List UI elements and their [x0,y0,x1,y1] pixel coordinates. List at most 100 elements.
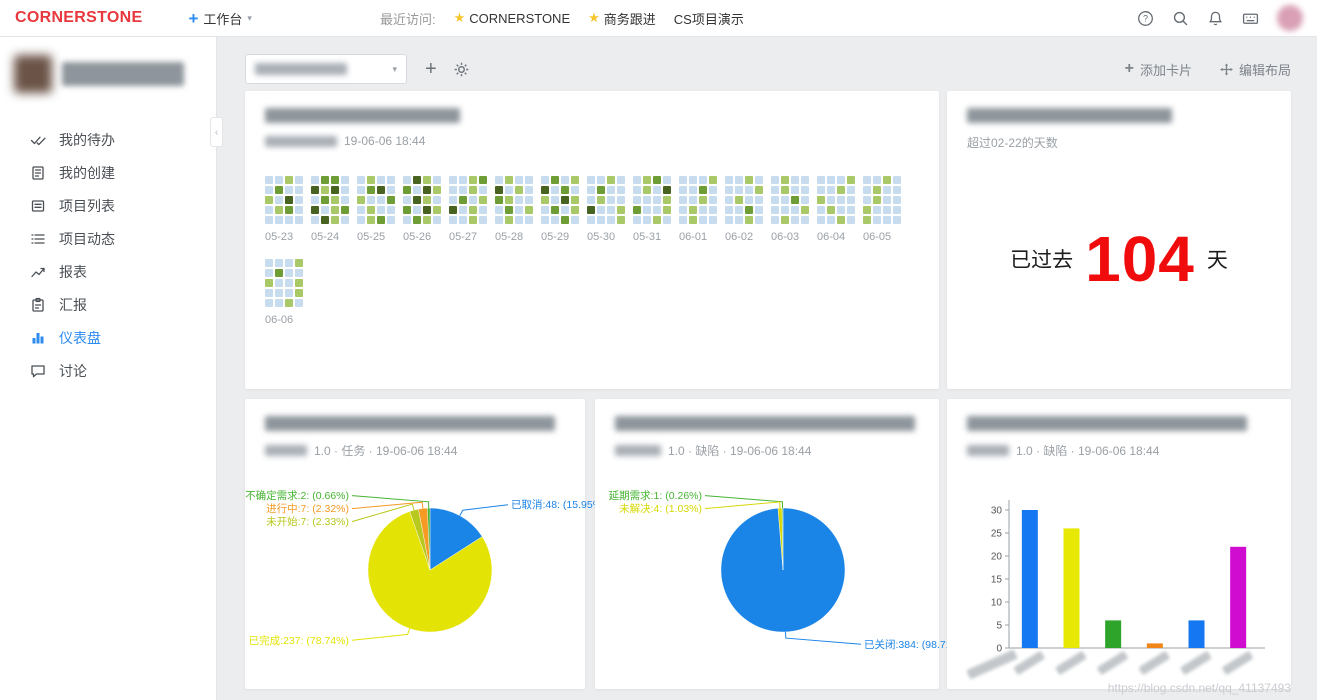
heatmap-cell [367,186,375,194]
heatmap-cell [403,216,411,224]
heatmap-cell [699,196,707,204]
heatmap-cell [275,299,283,307]
heatmap-date-label: 06-04 [817,231,846,243]
workspace-name-redacted [62,62,184,86]
heatmap-cell [617,206,625,214]
sidebar-item-label: 汇报 [59,296,87,313]
heatmap-cell [285,206,293,214]
heatmap-cell [689,196,697,204]
recent-item[interactable]: ★ 商务跟进 [588,9,656,28]
bell-icon[interactable] [1207,10,1224,27]
heatmap-cell [663,176,671,184]
svg-text:已完成:237: (78.74%): 已完成:237: (78.74%) [249,634,349,647]
heatmap-cell [377,176,385,184]
heatmap-cell [781,176,789,184]
heatmap-cell [515,216,523,224]
heatmap-cell [367,176,375,184]
recent-item[interactable]: ★ CORNERSTONE [454,9,571,28]
heatmap-cell [479,196,487,204]
heatmap-cell [551,176,559,184]
workspace-menu[interactable]: + 工作台 ▾ [188,9,251,28]
heatmap-cell [893,186,901,194]
heatmap-cell [449,216,457,224]
gear-icon[interactable] [453,61,470,78]
sidebar-item-my-todo[interactable]: 我的待办 [0,123,216,156]
sidebar-item-dashboard[interactable]: 仪表盘 [0,321,216,354]
card-meta: 1.0 · 任务 · 19-06-06 18:44 [314,444,458,458]
heatmap-cell [357,216,365,224]
heatmap-cell [285,216,293,224]
topbar-icons: ? [1137,5,1303,31]
heatmap-cell [755,196,763,204]
heatmap-cell [653,186,661,194]
sidebar-item-briefing[interactable]: 汇报 [0,288,216,321]
card-task-status-pie: 1.0 · 任务 · 19-06-06 18:44 已取消:48: (15.95… [245,399,606,689]
heatmap-cell [413,186,421,194]
heatmap-group: 05-27 [449,176,487,243]
recent-item[interactable]: CS项目演示 [674,9,744,28]
search-icon[interactable] [1172,10,1189,27]
add-dashboard-button[interactable]: + [425,58,437,80]
heatmap-cell [295,279,303,287]
heatmap-cell [295,216,303,224]
heatmap-cell [495,176,503,184]
heatmap-cell [607,206,615,214]
heatmap-row-1: 05-23 05-24 05-25 05-26 05-27 05-28 05-29 05-30… [265,176,919,243]
sidebar-collapse-handle[interactable]: ‹ [210,117,223,147]
heatmap-date-label: 06-06 [265,314,294,326]
workspace-identity-redacted[interactable] [14,55,216,93]
heatmap-cell [863,206,871,214]
dashboard-select[interactable]: ▾ [245,54,407,84]
heatmap-date-label: 05-23 [265,231,294,243]
heatmap-cell [893,206,901,214]
heatmap-cell [321,196,329,204]
heatmap-cell [433,206,441,214]
heatmap-cell [331,176,339,184]
sidebar: 我的待办 我的创建 项目列表 项目动态 报表汇报仪表盘 讨论 ‹ [0,37,223,700]
heatmap-cell [341,186,349,194]
heatmap-cell [423,176,431,184]
heatmap-cell [469,176,477,184]
heatmap-group: 05-26 [403,176,441,243]
heatmap-cell [863,186,871,194]
heatmap-cell [285,269,293,277]
heatmap-cell [449,206,457,214]
sidebar-item-my-created[interactable]: 我的创建 [0,156,216,189]
heatmap-cell [771,196,779,204]
heatmap-cell [285,259,293,267]
sidebar-item-reports[interactable]: 报表 [0,255,216,288]
add-card-button[interactable]: + 添加卡片 [1125,60,1192,79]
heatmap-cell [341,196,349,204]
heatmap-cell [321,176,329,184]
card-subtitle-redacted [265,135,337,147]
heatmap-cell [847,196,855,204]
heatmap-cell [311,196,319,204]
heatmap-date-label: 06-01 [679,231,708,243]
heatmap-cell [817,206,825,214]
heatmap-cell [275,279,283,287]
heatmap-cell [459,196,467,204]
heatmap-cell [633,176,641,184]
sidebar-item-project-activity[interactable]: 项目动态 [0,222,216,255]
heatmap-cell [495,186,503,194]
heatmap-date-label: 05-31 [633,231,662,243]
user-avatar[interactable] [1277,5,1303,31]
heatmap-cell [403,196,411,204]
heatmap-cell [341,216,349,224]
sidebar-item-discussion[interactable]: 讨论 [0,354,216,387]
heatmap-cell [469,196,477,204]
board-icon[interactable] [1242,10,1259,27]
heatmap-group: 06-06 [265,259,303,326]
heatmap-cell [725,216,733,224]
edit-layout-button[interactable]: 编辑布局 [1219,60,1291,79]
heatmap-cell [643,176,651,184]
help-icon[interactable]: ? [1137,10,1154,27]
svg-text:10: 10 [991,598,1003,609]
heatmap-cell [367,206,375,214]
heatmap-cell [331,206,339,214]
sidebar-item-project-list[interactable]: 项目列表 [0,189,216,222]
heatmap-cell [561,206,569,214]
days-counter: 已过去 104 天 [967,227,1271,291]
heatmap-cell [587,206,595,214]
heatmap-cell [449,186,457,194]
